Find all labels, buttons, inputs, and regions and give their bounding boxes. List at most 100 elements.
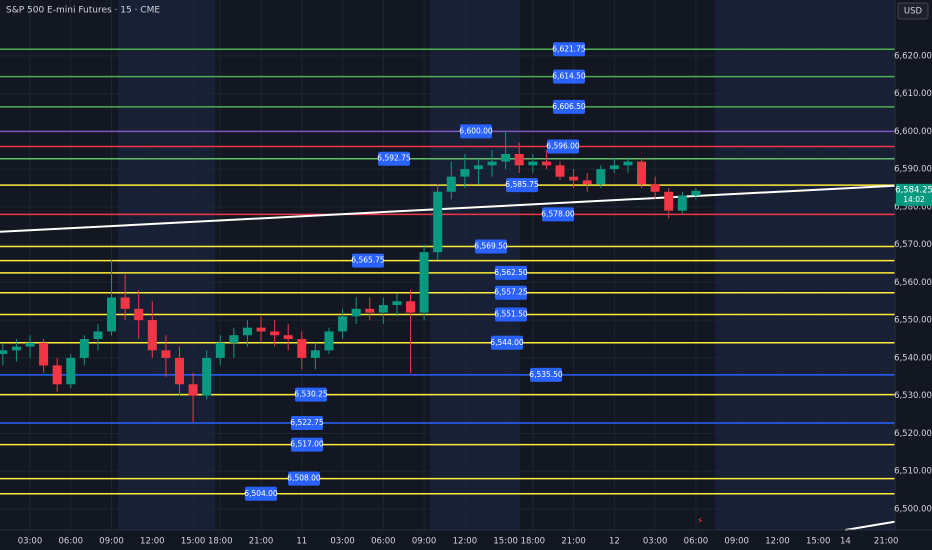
x-tick-label: 12:00 (140, 537, 165, 547)
level-label-box (553, 99, 585, 114)
candle-body (677, 195, 687, 211)
alert-icon[interactable]: ⚡ (697, 517, 703, 527)
level-label: 6,517.00 (290, 440, 324, 449)
x-tick-label: 06:00 (684, 537, 709, 547)
last-price-box (896, 183, 932, 206)
candle-body (378, 305, 388, 313)
candle-body (433, 191, 443, 253)
y-tick-label: 6,590.00 (894, 165, 932, 175)
x-tick-label: 21:00 (874, 537, 899, 547)
chart-title: S&P 500 E-mini Futures · 15 · CME (6, 6, 160, 16)
x-tick-label: 09:00 (99, 537, 124, 547)
candle-body (0, 350, 8, 355)
candle-body (93, 331, 103, 339)
y-tick-label: 6,570.00 (894, 240, 932, 250)
session-shading (118, 0, 895, 530)
last-price-label: 6,584.25 (895, 185, 932, 195)
level-label-box (291, 415, 323, 430)
session-band (715, 0, 895, 530)
x-tick-label: 15:00 (493, 537, 518, 547)
candle-body (460, 169, 470, 177)
level-label: 6,535.50 (529, 370, 563, 379)
level-label-box (542, 207, 574, 222)
level-label: 6,551.50 (494, 309, 528, 318)
candle-body (188, 384, 198, 396)
x-tick-label: 06:00 (59, 537, 84, 547)
level-label-box (352, 253, 384, 268)
x-tick-label: 18:00 (521, 537, 546, 547)
candle-body (664, 191, 674, 211)
level-label-box (295, 387, 327, 402)
x-tick-label: 11 (296, 537, 307, 547)
candle-body (419, 252, 429, 313)
x-tick-label: 09:00 (724, 537, 749, 547)
candle-body (256, 327, 266, 332)
level-label-box (553, 69, 585, 84)
candle-body (79, 338, 89, 358)
currency[interactable]: USD (904, 7, 923, 17)
level-label-box (553, 42, 585, 57)
countdown: 14:02 (903, 195, 925, 204)
candle-body (297, 338, 307, 358)
candle-body (338, 316, 348, 332)
level-label: 6,557.25 (494, 288, 528, 297)
session-band (430, 0, 520, 530)
candle-body (134, 308, 144, 321)
candle-body (637, 161, 647, 185)
level-label-box (378, 151, 410, 166)
level-label: 6,585.75 (505, 180, 539, 189)
y-tick-label: 6,500.00 (894, 504, 932, 514)
candle-body (11, 346, 21, 351)
level-label: 6,600.00 (459, 126, 493, 135)
candle-body (310, 350, 320, 358)
candle-body (473, 165, 483, 170)
candle-body (582, 180, 592, 185)
level-label-box (506, 178, 538, 193)
x-tick-label: 14 (840, 537, 851, 547)
level-label-box (288, 471, 320, 486)
level-label-box (491, 335, 523, 350)
level-label: 6,596.00 (546, 141, 580, 150)
candle-body (446, 176, 456, 192)
x-tick-label: 18:00 (208, 537, 233, 547)
y-tick-label: 6,520.00 (894, 429, 932, 439)
y-tick-label: 6,560.00 (894, 278, 932, 288)
level-label-box (245, 486, 277, 501)
level-label: 6,544.00 (490, 338, 524, 347)
level-label: 6,562.50 (494, 268, 528, 277)
candle-body (596, 169, 606, 185)
x-tick-label: 09:00 (412, 537, 437, 547)
candle-body (514, 154, 524, 166)
candle-body (174, 357, 184, 385)
candle-body (609, 165, 619, 170)
candle-body (691, 190, 701, 196)
candle-body (392, 301, 402, 306)
candle-body (39, 342, 49, 366)
level-label-box (495, 307, 527, 322)
y-tick-label: 6,550.00 (894, 316, 932, 326)
candle-body (161, 350, 171, 358)
candle-body (487, 161, 497, 166)
candle-body (107, 297, 117, 332)
level-label-box (495, 285, 527, 300)
candle-body (283, 335, 293, 339)
level-label: 6,578.00 (541, 209, 575, 218)
x-tick-label: 21:00 (249, 537, 274, 547)
session-band (118, 0, 215, 530)
level-label: 6,522.75 (290, 418, 324, 427)
candle-body (215, 342, 225, 358)
currency-box[interactable] (897, 2, 929, 20)
level-label-box (475, 239, 507, 254)
candle-body (324, 331, 334, 351)
candle-body (147, 320, 157, 351)
x-tick-label: 12 (609, 537, 620, 547)
candle-body (66, 357, 76, 385)
y-tick-label: 6,610.00 (894, 89, 932, 99)
y-tick-label: 6,620.00 (894, 51, 932, 61)
y-tick-label: 6,510.00 (894, 467, 932, 477)
level-label: 6,606.50 (552, 102, 586, 111)
candle-body (351, 308, 361, 317)
candle-body (242, 327, 252, 336)
